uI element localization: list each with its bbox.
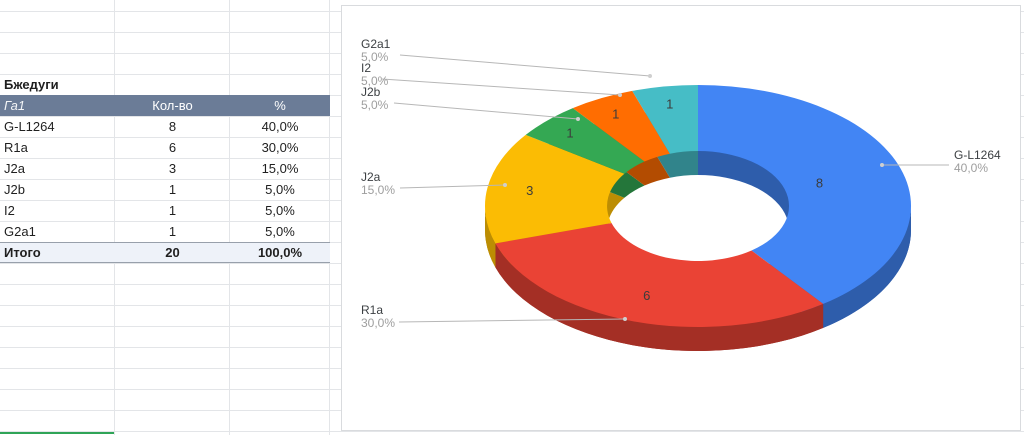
header-cell-haplogroup[interactable]: Га1 xyxy=(4,98,26,113)
cell-count[interactable]: 3 xyxy=(168,161,177,176)
cell-percent[interactable]: 15,0% xyxy=(261,161,299,176)
cell-label[interactable]: R1a xyxy=(4,140,28,155)
slice-G2a1[interactable] xyxy=(632,84,698,154)
cell-count[interactable]: 1 xyxy=(168,203,177,218)
callout-percent: 15,0% xyxy=(361,183,395,197)
total-count[interactable]: 20 xyxy=(165,245,180,260)
leader-dot xyxy=(618,93,622,97)
slice-J2b[interactable] xyxy=(525,108,645,174)
table-header-row: Га1 Кол-во % xyxy=(0,95,330,116)
cell-percent[interactable]: 5,0% xyxy=(265,182,295,197)
callout-percent: 30,0% xyxy=(361,316,395,330)
table-row: G2a1 1 5,0% xyxy=(0,221,330,242)
cell-count[interactable]: 8 xyxy=(168,119,177,134)
leader-line xyxy=(393,102,579,120)
slice-J2a[interactable] xyxy=(484,134,625,244)
slice-value-label: 6 xyxy=(643,288,650,303)
table-row: R1a 6 30,0% xyxy=(0,137,330,158)
callout-percent: 5,0% xyxy=(361,74,389,88)
selection-border xyxy=(0,432,114,434)
callout-percent: 5,0% xyxy=(361,98,389,112)
slice-value-label: 3 xyxy=(526,183,533,198)
donut-chart-svg: 863111G-L126440,0%R1a30,0%J2a15,0%J2b5,0… xyxy=(361,37,1001,352)
callout-name: J2b xyxy=(361,85,381,99)
table-row: I2 1 5,0% xyxy=(0,200,330,221)
slice-R1a[interactable] xyxy=(495,223,824,328)
slice-I2[interactable] xyxy=(572,90,670,162)
table-row: J2a 3 15,0% xyxy=(0,158,330,179)
total-label[interactable]: Итого xyxy=(4,245,41,260)
cell-count[interactable]: 1 xyxy=(168,224,177,239)
table-row: G-L1264 8 40,0% xyxy=(0,116,330,137)
slice-value-label: 8 xyxy=(816,176,823,191)
slice-value-label: 1 xyxy=(666,96,673,111)
leader-line xyxy=(399,54,651,77)
cell-count[interactable]: 1 xyxy=(168,182,177,197)
slice-wall-G-L1264 xyxy=(823,206,911,328)
callout-percent: 5,0% xyxy=(361,50,389,64)
table-title-row: Бжедуги xyxy=(0,74,330,95)
cell-label[interactable]: J2b xyxy=(4,182,25,197)
header-cell-count[interactable]: Кол-во xyxy=(152,98,193,113)
cell-label[interactable]: I2 xyxy=(4,203,15,218)
column-gridline-b xyxy=(229,0,230,435)
cell-percent[interactable]: 5,0% xyxy=(265,203,295,218)
leader-dot xyxy=(576,117,580,121)
table-total-row: Итого 20 100,0% xyxy=(0,242,330,263)
cell-label[interactable]: G-L1264 xyxy=(4,119,55,134)
cell-label[interactable]: J2a xyxy=(4,161,25,176)
column-gridline-a xyxy=(114,0,115,435)
callout-name: I2 xyxy=(361,61,371,75)
callout-name: G2a1 xyxy=(361,37,391,51)
callout-name: R1a xyxy=(361,303,383,317)
slice-wall-J2a xyxy=(485,206,496,268)
leader-line xyxy=(399,184,506,189)
callout-name: J2a xyxy=(361,170,381,184)
slice-value-label: 1 xyxy=(612,106,619,121)
leader-dot xyxy=(623,317,627,321)
cell-percent[interactable]: 30,0% xyxy=(261,140,299,155)
header-cell-percent[interactable]: % xyxy=(274,98,286,113)
total-percent[interactable]: 100,0% xyxy=(257,245,303,260)
leader-line xyxy=(381,78,621,96)
callout-name: G-L1264 xyxy=(954,148,1001,162)
slice-wall-R1a xyxy=(495,243,824,352)
table-row: J2b 1 5,0% xyxy=(0,179,330,200)
cell-label[interactable]: G2a1 xyxy=(4,224,36,239)
cell-percent[interactable]: 40,0% xyxy=(261,119,299,134)
table-title[interactable]: Бжедуги xyxy=(4,77,59,92)
leader-dot xyxy=(648,74,652,78)
cell-count[interactable]: 6 xyxy=(168,140,177,155)
column-gridline-c xyxy=(329,0,330,435)
cell-percent[interactable]: 5,0% xyxy=(265,224,295,239)
leader-line xyxy=(398,318,626,323)
leader-dot xyxy=(503,183,507,187)
chart-panel[interactable]: 8 6 3 1 1 1 G-L1264 40,0% R1a 30,0% J2a 15,0% J2b 5,0… xyxy=(341,5,1021,431)
callout-percent: 40,0% xyxy=(954,161,988,175)
leader-dot xyxy=(880,163,884,167)
slice-value-label: 1 xyxy=(566,125,573,140)
slice-G-L1264[interactable] xyxy=(698,84,912,304)
